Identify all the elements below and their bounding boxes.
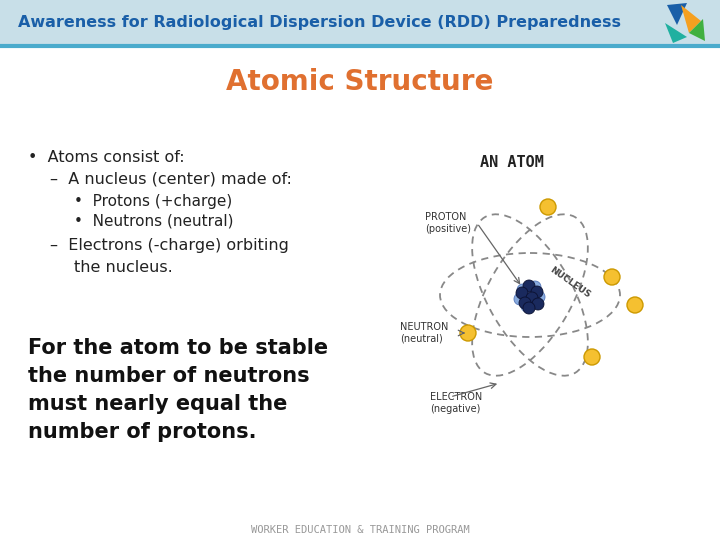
Circle shape	[523, 302, 535, 314]
FancyBboxPatch shape	[0, 0, 720, 46]
Text: the number of neutrons: the number of neutrons	[28, 366, 310, 386]
Text: NUCLEUS: NUCLEUS	[548, 266, 592, 300]
Text: WORKER EDUCATION & TRAINING PROGRAM: WORKER EDUCATION & TRAINING PROGRAM	[251, 525, 469, 535]
Text: ELECTRON
(negative): ELECTRON (negative)	[430, 392, 482, 414]
Polygon shape	[681, 5, 701, 33]
Circle shape	[529, 281, 541, 293]
Circle shape	[604, 269, 620, 285]
Text: NEUTRON
(neutral): NEUTRON (neutral)	[400, 322, 449, 344]
Circle shape	[540, 199, 556, 215]
Circle shape	[531, 286, 543, 298]
Polygon shape	[689, 19, 705, 41]
Circle shape	[527, 295, 539, 307]
Text: must nearly equal the: must nearly equal the	[28, 394, 287, 414]
Circle shape	[533, 291, 545, 303]
Text: Atomic Structure: Atomic Structure	[226, 68, 494, 96]
Circle shape	[516, 287, 528, 299]
Polygon shape	[665, 23, 687, 43]
FancyBboxPatch shape	[0, 48, 720, 540]
Circle shape	[526, 292, 538, 304]
Circle shape	[517, 284, 529, 296]
Text: •  Protons (+charge): • Protons (+charge)	[74, 194, 233, 209]
Circle shape	[460, 325, 476, 341]
Text: For the atom to be stable: For the atom to be stable	[28, 338, 328, 358]
Text: –  A nucleus (center) made of:: – A nucleus (center) made of:	[50, 172, 292, 187]
Circle shape	[523, 280, 535, 292]
Circle shape	[519, 297, 531, 309]
Circle shape	[514, 293, 526, 305]
Text: Awareness for Radiological Dispersion Device (RDD) Preparedness: Awareness for Radiological Dispersion De…	[18, 16, 621, 30]
Circle shape	[584, 349, 600, 365]
Text: number of protons.: number of protons.	[28, 422, 256, 442]
Circle shape	[532, 298, 544, 310]
Circle shape	[521, 300, 533, 312]
Text: –  Electrons (-charge) orbiting: – Electrons (-charge) orbiting	[50, 238, 289, 253]
Text: PROTON
(positive): PROTON (positive)	[425, 212, 471, 234]
Circle shape	[627, 297, 643, 313]
Text: •  Atoms consist of:: • Atoms consist of:	[28, 150, 184, 165]
Polygon shape	[667, 3, 687, 25]
Text: AN ATOM: AN ATOM	[480, 155, 544, 170]
Text: •  Neutrons (neutral): • Neutrons (neutral)	[74, 214, 233, 229]
Text: the nucleus.: the nucleus.	[74, 260, 173, 275]
